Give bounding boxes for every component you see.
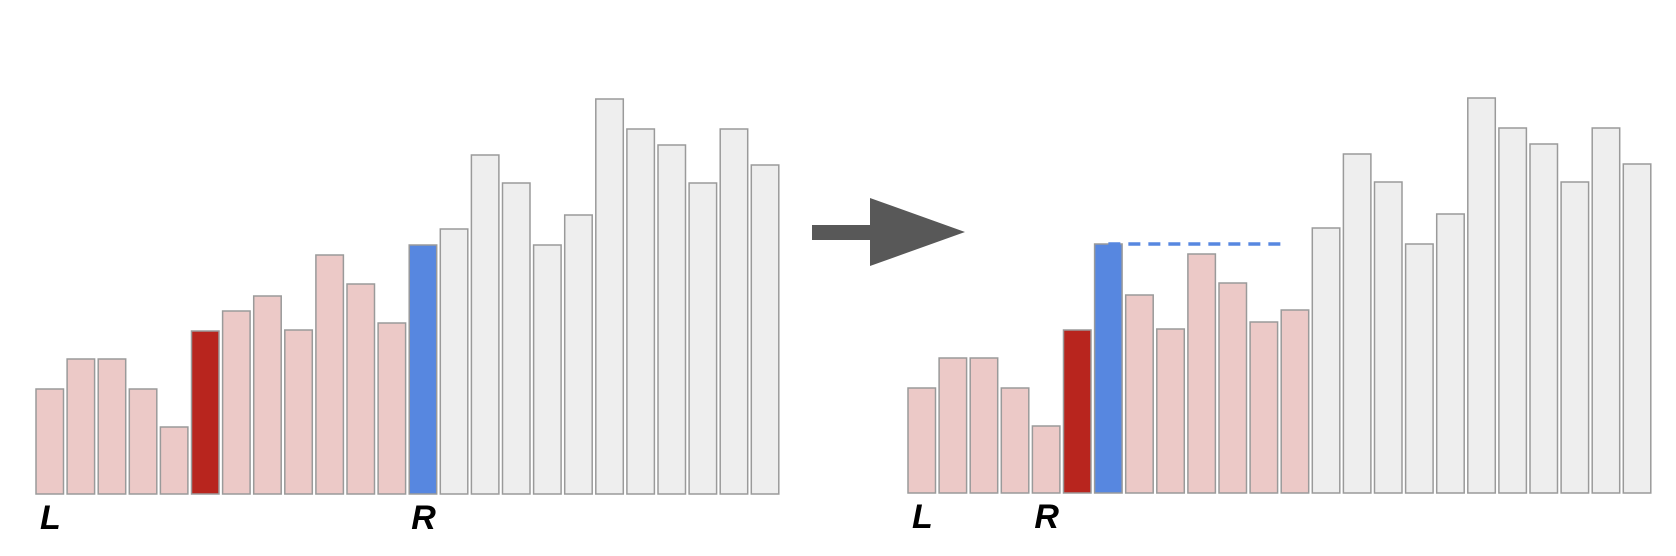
bar-outside: [595, 98, 625, 495]
bar-highlight-blue: [408, 244, 438, 495]
bar-in-window: [1124, 294, 1154, 494]
bar-outside: [1560, 181, 1590, 494]
bar-outside: [1529, 143, 1559, 494]
bar-outside: [532, 244, 562, 495]
bar-outside: [1404, 243, 1434, 494]
bar-in-window: [159, 426, 189, 495]
bar-outside: [1591, 127, 1621, 494]
bar-outside: [470, 154, 500, 495]
bar-outside: [688, 182, 718, 495]
bar-outside: [1342, 153, 1372, 494]
bar-highlight-red: [1062, 329, 1092, 494]
bar-in-window: [221, 310, 251, 495]
bar-outside: [1622, 163, 1652, 494]
bar-in-window: [1218, 282, 1248, 494]
bar-in-window: [938, 357, 968, 494]
bar-in-window: [315, 254, 345, 495]
bar-in-window: [66, 358, 96, 495]
bar-in-window: [284, 329, 314, 495]
right-pointer-label: R: [1034, 498, 1059, 536]
bar-outside: [657, 144, 687, 495]
right-arrow-icon: [812, 198, 965, 266]
bar-in-window: [252, 295, 282, 495]
bar-in-window: [97, 358, 127, 495]
bar-in-window: [1249, 321, 1279, 494]
bar-in-window: [1187, 253, 1217, 494]
bar-in-window: [377, 322, 407, 495]
arrow-head: [870, 198, 965, 266]
right-pointer-label: R: [411, 499, 436, 537]
bar-in-window: [1000, 387, 1030, 494]
bar-highlight-red: [190, 330, 220, 495]
bar-in-window: [346, 283, 376, 495]
bar-outside: [1498, 127, 1528, 494]
arrow-shaft: [812, 225, 874, 240]
bar-in-window: [1280, 309, 1310, 494]
bar-outside: [501, 182, 531, 495]
bar-in-window: [1156, 328, 1186, 494]
bar-in-window: [969, 357, 999, 494]
bar-outside: [563, 214, 593, 495]
bar-highlight-blue: [1093, 243, 1123, 494]
bar-in-window: [907, 387, 937, 494]
left-pointer-label: L: [40, 499, 61, 537]
bar-outside: [1467, 97, 1497, 494]
bar-in-window: [1031, 425, 1061, 494]
bar-in-window: [128, 388, 158, 495]
bar-outside: [439, 228, 469, 495]
bar-outside: [719, 128, 749, 495]
bar-outside: [626, 128, 656, 495]
bar-outside: [1373, 181, 1403, 494]
bar-outside: [1311, 227, 1341, 494]
bar-outside: [750, 164, 780, 495]
left-pointer-label: L: [912, 498, 933, 536]
bar-in-window: [35, 388, 65, 495]
bar-outside: [1435, 213, 1465, 494]
